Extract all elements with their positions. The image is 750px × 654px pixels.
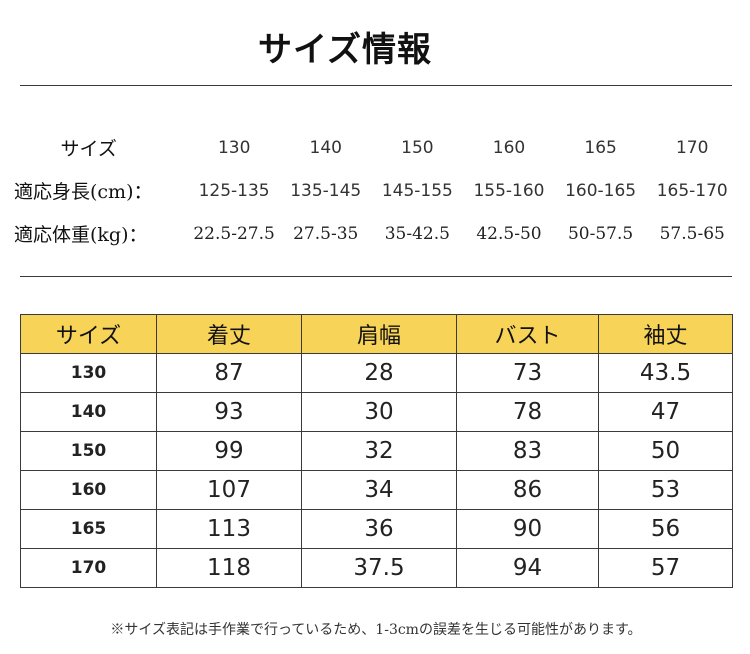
fit-weight-row: 適応体重(kg)： 22.5-27.5 27.5-35 35-42.5 42.5… (14, 212, 738, 255)
header-bust: バスト (456, 314, 599, 354)
fit-size-value: 160 (492, 137, 526, 158)
fit-size-row: サイズ 130 140 150 160 165 170 (14, 126, 738, 169)
fit-size-value: 170 (675, 137, 709, 158)
fit-weight-value: 50-57.5 (567, 223, 634, 244)
cell-bust: 86 (456, 470, 599, 510)
cell-size: 140 (20, 392, 157, 432)
page-title: サイズ情報 (258, 30, 432, 70)
cell-bust: 83 (456, 431, 599, 471)
header-length: 着丈 (156, 314, 302, 354)
table-row: 150 99 32 83 50 (20, 431, 733, 471)
middle-divider (20, 276, 732, 277)
cell-bust: 94 (456, 548, 599, 588)
cell-size: 165 (20, 509, 157, 549)
cell-bust: 78 (456, 392, 599, 432)
fit-size-value: 165 (584, 137, 617, 158)
cell-length: 113 (156, 509, 302, 549)
cell-shoulder: 37.5 (301, 548, 457, 588)
fit-height-value: 125-135 (198, 180, 270, 201)
cell-length: 118 (156, 548, 302, 588)
cell-bust: 90 (456, 509, 599, 549)
fit-size-value: 130 (217, 137, 251, 158)
measurement-table: サイズ 着丈 肩幅 バスト 袖丈 130 87 28 73 43.5 140 9… (20, 314, 733, 588)
cell-shoulder: 34 (301, 470, 457, 510)
cell-sleeve: 47 (598, 392, 733, 432)
cell-bust: 73 (456, 353, 599, 393)
header-size: サイズ (20, 314, 157, 354)
cell-size: 160 (20, 470, 157, 510)
table-row: 170 118 37.5 94 57 (20, 548, 733, 588)
cell-size: 170 (20, 548, 157, 588)
cell-sleeve: 57 (598, 548, 733, 588)
cell-shoulder: 28 (301, 353, 457, 393)
fit-height-value: 160-165 (565, 180, 637, 201)
fit-height-value: 145-155 (381, 180, 453, 201)
fit-weight-value: 42.5-50 (476, 223, 542, 244)
fit-weight-value: 27.5-35 (293, 223, 359, 244)
fit-size-label: サイズ (60, 138, 117, 160)
disclaimer-note: ※サイズ表記は手作業で行っているため、1-3cmの誤差を生じる可能性があります。 (110, 622, 642, 638)
table-row: 140 93 30 78 47 (20, 392, 733, 432)
fit-chart: サイズ 130 140 150 160 165 170 適応身長(cm)： 12… (14, 126, 738, 255)
table-row: 160 107 34 86 53 (20, 470, 733, 510)
table-row: 130 87 28 73 43.5 (20, 353, 733, 393)
header-shoulder: 肩幅 (301, 314, 457, 354)
fit-weight-value: 35-42.5 (384, 223, 450, 244)
cell-size: 150 (20, 431, 157, 471)
fit-size-value: 140 (309, 137, 342, 158)
fit-weight-value: 57.5-65 (659, 223, 725, 244)
cell-length: 107 (156, 470, 302, 510)
fit-height-row: 適応身長(cm)： 125-135 135-145 145-155 155-16… (14, 169, 738, 212)
fit-height-label: 適応身長(cm)： (14, 181, 153, 203)
cell-sleeve: 53 (598, 470, 733, 510)
fit-weight-value: 22.5-27.5 (193, 223, 275, 244)
cell-length: 87 (156, 353, 302, 393)
cell-size: 130 (20, 353, 157, 393)
cell-length: 93 (156, 392, 302, 432)
cell-shoulder: 30 (301, 392, 457, 432)
cell-shoulder: 32 (301, 431, 457, 471)
header-sleeve: 袖丈 (598, 314, 733, 354)
cell-length: 99 (156, 431, 302, 471)
cell-sleeve: 50 (598, 431, 733, 471)
cell-shoulder: 36 (301, 509, 457, 549)
fit-height-value: 135-145 (290, 180, 362, 201)
table-row: 165 113 36 90 56 (20, 509, 733, 549)
cell-sleeve: 56 (598, 509, 733, 549)
cell-sleeve: 43.5 (598, 353, 733, 393)
fit-height-value: 155-160 (473, 180, 545, 201)
fit-weight-label: 適応体重(kg)： (14, 224, 148, 246)
fit-size-value: 150 (401, 137, 434, 158)
table-header-row: サイズ 着丈 肩幅 バスト 袖丈 (20, 314, 733, 354)
fit-height-value: 165-170 (656, 180, 728, 201)
top-divider (20, 85, 732, 86)
